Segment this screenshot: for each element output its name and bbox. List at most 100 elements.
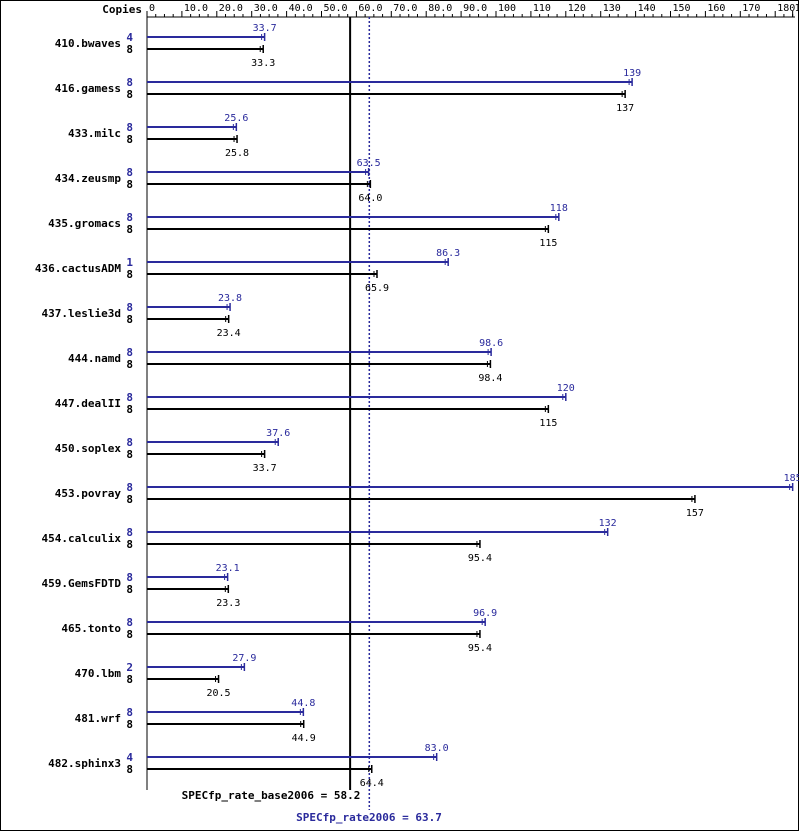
peak-copies-label: 8 xyxy=(126,526,133,539)
base-value-label: 115 xyxy=(539,418,557,429)
peak-value-label: 132 xyxy=(599,518,617,529)
base-copies-label: 8 xyxy=(126,358,133,371)
base-copies-label: 8 xyxy=(126,673,133,686)
base-value-label: 64.0 xyxy=(358,193,382,204)
x-tick-label: 50.0 xyxy=(324,3,348,14)
benchmark-row: 481.wrf 88 44.8 44.9 xyxy=(75,698,316,744)
peak-value-label: 86.3 xyxy=(436,248,460,259)
base-copies-label: 8 xyxy=(126,718,133,731)
benchmark-row: 436.cactusADM 18 86.3 65.9 xyxy=(35,248,460,294)
base-copies-label: 8 xyxy=(126,223,133,236)
base-value-label: 33.3 xyxy=(251,58,275,69)
benchmark-row: 444.namd 88 98.6 98.4 xyxy=(68,338,503,384)
base-value-label: 95.4 xyxy=(468,643,492,654)
benchmark-row: 459.GemsFDTD 88 23.1 23.3 xyxy=(42,563,241,609)
benchmark-row: 410.bwaves 48 33.7 33.3 xyxy=(55,23,277,69)
peak-copies-label: 8 xyxy=(126,301,133,314)
benchmark-label: 470.lbm xyxy=(75,667,122,680)
base-value-label: 98.4 xyxy=(478,373,502,384)
x-tick-label: 30.0 xyxy=(254,3,278,14)
base-value-label: 64.4 xyxy=(360,778,384,789)
base-copies-label: 8 xyxy=(126,88,133,101)
benchmark-row: 437.leslie3d 88 23.8 23.4 xyxy=(42,293,243,339)
benchmark-label: 444.namd xyxy=(68,352,121,365)
x-tick-label: 120 xyxy=(568,3,586,14)
peak-copies-label: 8 xyxy=(126,391,133,404)
benchmark-label: 410.bwaves xyxy=(55,37,121,50)
x-tick-label: 0 xyxy=(149,3,155,14)
x-tick-label: 20.0 xyxy=(219,3,243,14)
peak-value-label: 120 xyxy=(557,383,575,394)
peak-value-label: 96.9 xyxy=(473,608,497,619)
benchmark-label: 465.tonto xyxy=(61,622,121,635)
base-value-label: 33.7 xyxy=(253,463,277,474)
benchmark-row: 454.calculix 88 132 95.4 xyxy=(42,518,617,564)
summary-lines xyxy=(349,17,371,810)
base-value-label: 115 xyxy=(539,238,557,249)
benchmark-row: 435.gromacs 88 118 115 xyxy=(48,203,568,249)
x-tick-label: 60.0 xyxy=(358,3,382,14)
peak-copies-label: 4 xyxy=(126,31,133,44)
peak-copies-label: 4 xyxy=(126,751,133,764)
peak-copies-label: 8 xyxy=(126,481,133,494)
base-copies-label: 8 xyxy=(126,313,133,326)
peak-copies-label: 8 xyxy=(126,76,133,89)
peak-value-label: 23.8 xyxy=(218,293,242,304)
base-copies-label: 8 xyxy=(126,763,133,776)
base-copies-label: 8 xyxy=(126,448,133,461)
benchmark-label: 433.milc xyxy=(68,127,121,140)
x-tick-label: 130 xyxy=(603,3,621,14)
peak-value-label: 139 xyxy=(623,68,641,79)
base-value-label: 137 xyxy=(616,103,634,114)
x-tick-label: 150 xyxy=(673,3,691,14)
peak-value-label: 37.6 xyxy=(266,428,290,439)
benchmark-label: 436.cactusADM xyxy=(35,262,121,275)
benchmark-label: 453.povray xyxy=(55,487,122,500)
benchmark-label: 435.gromacs xyxy=(48,217,121,230)
summary-labels: SPECfp_rate_base2006 = 58.2 SPECfp_rate20… xyxy=(182,789,442,824)
base-value-label: 44.9 xyxy=(292,733,316,744)
peak-copies-label: 8 xyxy=(126,616,133,629)
benchmark-label: 416.gamess xyxy=(55,82,121,95)
benchmark-label: 482.sphinx3 xyxy=(48,757,121,770)
benchmark-label: 437.leslie3d xyxy=(42,307,121,320)
base-copies-label: 8 xyxy=(126,268,133,281)
peak-value-label: 118 xyxy=(550,203,568,214)
base-copies-label: 8 xyxy=(126,628,133,641)
base-copies-label: 8 xyxy=(126,43,133,56)
base-copies-label: 8 xyxy=(126,403,133,416)
benchmark-row: 447.dealII 88 120 115 xyxy=(55,383,575,429)
base-value-label: 95.4 xyxy=(468,553,492,564)
peak-value-label: 27.9 xyxy=(232,653,256,664)
benchmark-row: 433.milc 88 25.6 25.8 xyxy=(68,113,249,159)
x-tick-label: 140 xyxy=(638,3,656,14)
base-value-label: 157 xyxy=(686,508,704,519)
x-tick-label: 170 xyxy=(742,3,760,14)
peak-copies-label: 8 xyxy=(126,571,133,584)
peak-copies-label: 8 xyxy=(126,166,133,179)
peak-value-label: 83.0 xyxy=(425,743,449,754)
x-tick-label: 80.0 xyxy=(428,3,452,14)
x-tick-label: 180 xyxy=(777,3,795,14)
peak-copies-label: 8 xyxy=(126,346,133,359)
x-tick-label: 90.0 xyxy=(463,3,487,14)
peak-copies-label: 8 xyxy=(126,121,133,134)
benchmark-label: 447.dealII xyxy=(55,397,121,410)
base-copies-label: 8 xyxy=(126,133,133,146)
peak-copies-label: 1 xyxy=(126,256,133,269)
peak-value-label: 33.7 xyxy=(253,23,277,34)
peak-summary-label: SPECfp_rate2006 = 63.7 xyxy=(296,811,442,824)
benchmark-label: 434.zeusmp xyxy=(55,172,122,185)
benchmark-row: 482.sphinx3 48 83.0 64.4 xyxy=(48,743,449,789)
base-copies-label: 8 xyxy=(126,583,133,596)
benchmark-label: 450.soplex xyxy=(55,442,122,455)
base-copies-label: 8 xyxy=(126,538,133,551)
base-value-label: 23.4 xyxy=(217,328,241,339)
x-tick-label: 100 xyxy=(498,3,516,14)
peak-value-label: 25.6 xyxy=(224,113,248,124)
peak-value-label: 63.5 xyxy=(357,158,381,169)
